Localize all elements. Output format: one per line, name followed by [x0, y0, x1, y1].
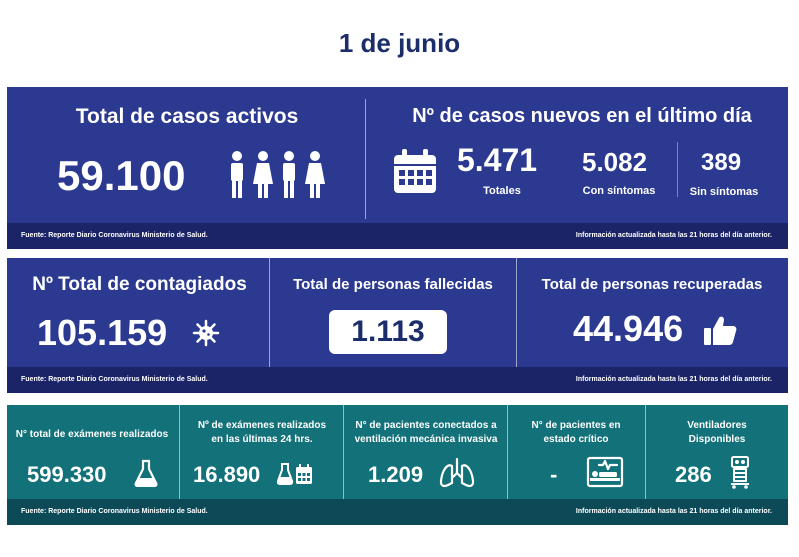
- ventilators-title-line1: Ventiladores: [687, 420, 747, 431]
- thumbs-up-icon: [703, 315, 737, 347]
- tests-total-title: N° total de exámenes realizados: [15, 429, 169, 440]
- divider: [343, 405, 344, 499]
- symptomatic-value: 5.082: [582, 147, 648, 177]
- tests-24h-title-line1: Nº de exámenes realizados: [197, 420, 327, 431]
- update-note: Información actualizada hasta las 21 hor…: [575, 376, 772, 383]
- source-footer: Fuente: Reporte Diario Coronavirus Minis…: [7, 223, 788, 249]
- summary-panel-top: Total de casos activos 59.100 Nº de caso…: [7, 87, 788, 249]
- update-note: Información actualizada hasta las 21 hor…: [575, 508, 772, 515]
- people-icon: [227, 150, 327, 200]
- critical-value: -: [550, 462, 558, 487]
- ventilated-title-line2: ventilación mecánica invasiva: [354, 434, 498, 445]
- flask-icon: [133, 459, 159, 487]
- flask-calendar-icon: [277, 462, 313, 486]
- critical-title-line2: estado crítico: [543, 434, 609, 445]
- asymptomatic-label: Sin síntomas: [689, 186, 759, 198]
- ventilators-title-line2: Disponibles: [688, 434, 746, 445]
- divider: [677, 142, 678, 197]
- ventilators-title: Ventiladores Disponibles: [647, 419, 787, 447]
- ventilated-value: 1.209: [368, 462, 424, 487]
- tests-24h-title: Nº de exámenes realizados en las últimas…: [181, 419, 343, 447]
- recovered-value: 44.946: [573, 308, 684, 349]
- symptomatic-label: Con síntomas: [582, 185, 656, 197]
- summary-panel-middle: Nº Total de contagiados 105.159 Total de…: [7, 258, 788, 393]
- recovered-title: Total de personas recuperadas: [541, 276, 763, 293]
- new-cases-title: Nº de casos nuevos en el último día: [412, 105, 752, 127]
- tests-total-value: 599.330: [27, 462, 107, 487]
- divider: [179, 405, 180, 499]
- ventilated-title: N° de pacientes conectados a ventilación…: [345, 419, 507, 447]
- page-title: 1 de junio: [338, 28, 461, 58]
- divider: [365, 99, 366, 219]
- divider: [269, 258, 270, 367]
- infected-value: 105.159: [37, 312, 168, 353]
- deceased-value: 1.113: [329, 310, 447, 354]
- virus-icon: [192, 319, 220, 347]
- source-note: Fuente: Reporte Diario Coronavirus Minis…: [21, 508, 208, 515]
- divider: [645, 405, 646, 499]
- lungs-icon: [439, 457, 475, 489]
- critical-title-line1: N° de pacientes en: [531, 420, 621, 431]
- source-footer: Fuente: Reporte Diario Coronavirus Minis…: [7, 367, 788, 393]
- source-note: Fuente: Reporte Diario Coronavirus Minis…: [21, 376, 208, 383]
- tests-24h-value: 16.890: [193, 462, 261, 487]
- tests-24h-title-line2: en las últimas 24 hrs.: [211, 434, 313, 445]
- source-note: Fuente: Reporte Diario Coronavirus Minis…: [21, 232, 208, 239]
- ventilator-icon: [729, 455, 751, 489]
- new-cases-total-value: 5.471: [457, 142, 538, 178]
- calendar-icon: [392, 149, 438, 195]
- active-cases-value: 59.100: [57, 152, 186, 199]
- infected-title: Nº Total de contagiados: [32, 274, 247, 295]
- hospital-bed-icon: [585, 455, 625, 489]
- asymptomatic-value: 389: [701, 149, 742, 176]
- summary-panel-bottom: N° total de exámenes realizados 599.330 …: [7, 405, 788, 525]
- critical-title: N° de pacientes en estado crítico: [509, 419, 643, 447]
- ventilated-title-line1: N° de pacientes conectados a: [355, 420, 497, 431]
- new-cases-total-label: Totales: [483, 185, 521, 197]
- divider: [516, 258, 517, 367]
- source-footer: Fuente: Reporte Diario Coronavirus Minis…: [7, 499, 788, 525]
- divider: [507, 405, 508, 499]
- update-note: Información actualizada hasta las 21 hor…: [575, 232, 772, 239]
- ventilators-value: 286: [675, 462, 712, 487]
- active-cases-title: Total de casos activos: [75, 105, 299, 128]
- deceased-title: Total de personas fallecidas: [293, 276, 493, 293]
